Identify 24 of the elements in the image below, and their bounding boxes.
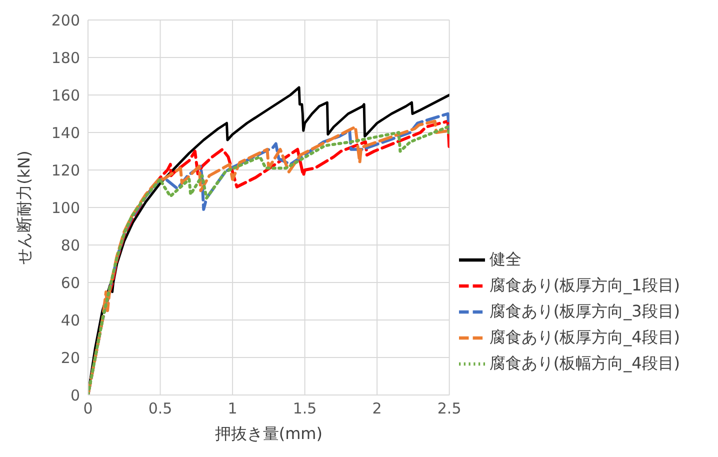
legend-label: 健全 [489,249,522,268]
legend-label: 腐食あり(板厚方向_4段目) [489,327,680,346]
legend-label: 腐食あり(板厚方向_1段目) [489,275,680,294]
y-tick-label: 180 [51,48,80,67]
x-tick-label: 0.5 [148,400,172,418]
y-axis-title: せん断耐力(kN) [14,150,34,264]
x-tick-label: 2.5 [437,400,462,418]
x-tick-label: 1.5 [292,400,317,418]
x-tick-label: 1 [228,400,238,418]
y-tick-label: 140 [51,124,80,142]
y-tick-label: 80 [60,236,80,254]
y-tick-label: 100 [51,198,80,217]
y-tick-label: 160 [51,86,80,104]
y-tick-label: 0 [70,386,80,404]
y-tick-label: 60 [60,274,80,292]
y-tick-label: 40 [60,311,80,330]
legend-label: 腐食あり(板厚方向_3段目) [489,301,680,320]
y-tick-label: 200 [51,11,80,30]
y-tick-label: 20 [60,348,80,367]
y-tick-label: 120 [51,161,80,180]
x-axis-title: 押抜き量(mm) [214,424,322,443]
x-tick-label: 0 [83,400,93,418]
legend-label: 腐食あり(板幅方向_4段目) [489,353,680,372]
x-tick-label: 2 [372,400,382,418]
